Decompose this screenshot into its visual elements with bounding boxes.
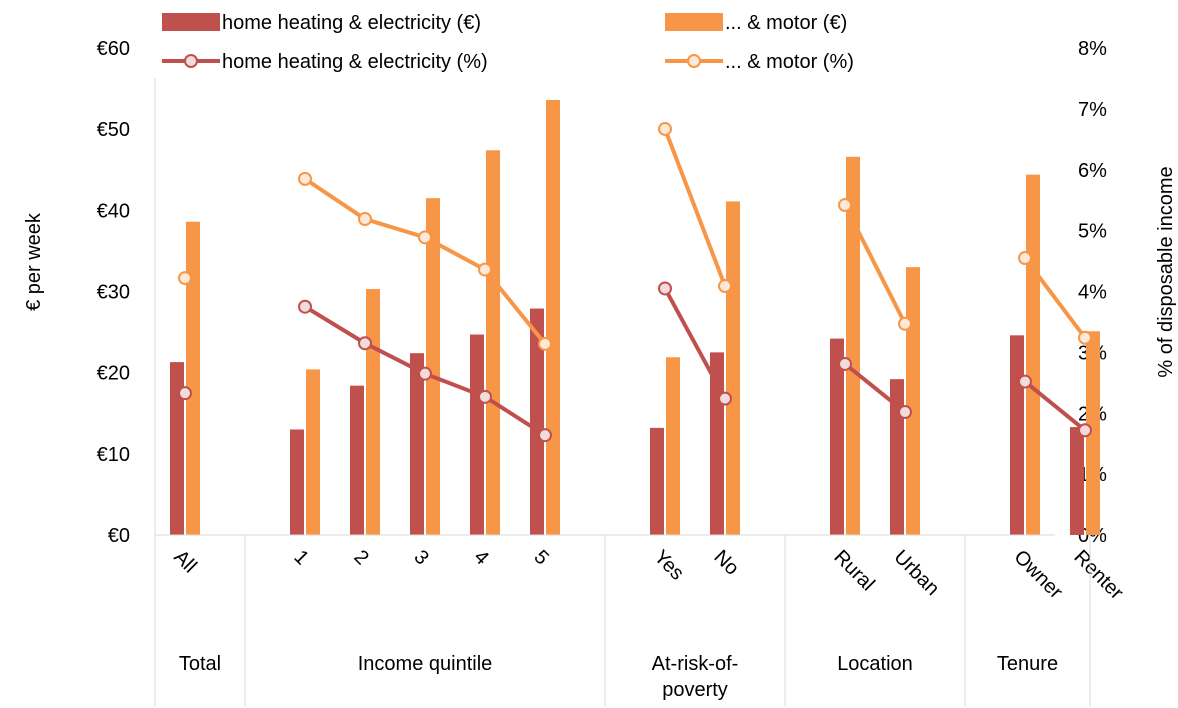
y-left-tick-label: €30 [97,282,130,304]
x-tick-label: Renter [1069,546,1127,604]
point-motor-pct-5 [538,336,552,351]
point-heating-pct-yes [658,281,672,296]
x-tick-label: 3 [409,546,432,569]
bar-heating-rural [830,338,844,535]
bar-motor-yes [666,357,680,535]
point-motor-pct-renter [1078,330,1092,345]
bar-heating-yes [650,427,664,535]
point-heating-pct-2 [358,336,372,351]
x-axis: All 1 2 3 4 5 Yes No Rural Urban Owner Renter Total I… [154,534,1128,706]
group-label: Tenure [997,653,1058,675]
point-motor-pct-all [178,271,192,286]
legend-label: home heating & electricity (%) [222,51,488,73]
bar-heating-urban [890,379,904,535]
y-left-tick-label: €60 [97,38,130,60]
y-axis-right-title: % of disposable income [1155,166,1177,377]
bar-heating-3 [410,353,424,535]
group-label: Location [837,653,913,675]
group-label: At-risk-of-poverty [652,653,739,701]
bars [170,99,1100,536]
x-tick-label: Yes [649,546,688,585]
left-axis: €0 €10 €20 €30 €40 €50 €60 [97,38,156,547]
y-left-tick-label: €20 [97,363,130,385]
y-left-tick-label: €10 [97,444,130,466]
point-heating-pct-renter [1078,423,1092,438]
y-left-tick-label: €0 [108,525,130,547]
legend-marker [687,54,701,68]
line-heating-pct-at-risk-of-poverty [663,287,727,400]
point-heating-pct-owner [1018,374,1032,389]
bar-motor-3 [426,198,440,536]
point-heating-pct-1 [298,299,312,314]
legend-label: ... & motor (%) [725,51,854,73]
bar-heating-renter [1070,427,1084,535]
point-heating-pct-urban [898,405,912,420]
x-tick-label: Urban [889,546,943,600]
point-motor-pct-owner [1018,251,1032,266]
point-heating-pct-rural [838,356,852,371]
y-right-tick-label: 6% [1078,160,1107,182]
y-right-tick-label: 7% [1078,99,1107,121]
point-heating-pct-all [178,386,192,401]
point-motor-pct-no [718,279,732,294]
lines [178,121,1092,443]
x-tick-label: Rural [829,546,878,595]
x-tick-label: No [709,546,743,580]
point-heating-pct-4 [478,389,492,404]
point-motor-pct-1 [298,171,312,186]
bar-heating-1 [290,429,304,535]
point-motor-pct-rural [838,198,852,213]
bar-heating-owner [1010,335,1024,535]
point-motor-pct-3 [418,230,432,245]
point-heating-pct-no [718,391,732,406]
point-heating-pct-3 [418,366,432,381]
bar-motor-2 [366,289,380,535]
x-tick-label: 4 [469,546,492,569]
x-tick-label: 2 [349,546,372,569]
point-motor-pct-2 [358,212,372,227]
bar-motor-4 [486,150,500,535]
point-heating-pct-5 [538,428,552,443]
bar-heating-5 [530,308,544,535]
point-motor-pct-urban [898,316,912,331]
legend: home heating & electricity (€) ... & moto… [162,12,854,73]
line-motor-pct-location [843,204,907,325]
point-motor-pct-4 [478,262,492,277]
bar-motor-owner [1026,174,1040,535]
y-axis-left-title: € per week [23,212,45,311]
bar-heating-all [170,362,184,535]
bar-motor-5 [546,99,560,536]
legend-marker [184,54,198,68]
line-motor-pct-income-quintile [303,177,547,346]
bar-heating-4 [470,334,484,535]
x-tick-label: All [169,546,200,577]
line-heating-pct-tenure [1023,380,1087,432]
bar-heating-2 [350,385,364,535]
bar-motor-renter [1086,331,1100,535]
point-motor-pct-yes [658,121,672,136]
line-heating-pct-location [843,362,907,414]
y-right-tick-label: 5% [1078,221,1107,243]
y-right-tick-label: 8% [1078,38,1107,60]
y-left-tick-label: €50 [97,119,130,141]
bar-motor-urban [906,267,920,535]
line-motor-pct-tenure [1023,256,1087,339]
x-tick-label: Owner [1009,546,1066,603]
line-motor-pct-at-risk-of-poverty [663,128,727,287]
legend-label: ... & motor (€) [725,12,847,34]
x-tick-label: 1 [289,546,312,569]
bar-motor-no [726,201,740,535]
bar-motor-rural [846,156,860,535]
legend-swatch [665,13,723,31]
legend-swatch [162,13,220,31]
y-left-tick-label: €40 [97,200,130,222]
bar-motor-all [186,221,200,536]
y-right-tick-label: 4% [1078,282,1107,304]
x-tick-label: 5 [529,546,552,569]
legend-label: home heating & electricity (€) [222,12,481,34]
group-label: Income quintile [358,653,493,675]
group-label: Total [179,653,221,675]
bar-motor-1 [306,369,320,535]
